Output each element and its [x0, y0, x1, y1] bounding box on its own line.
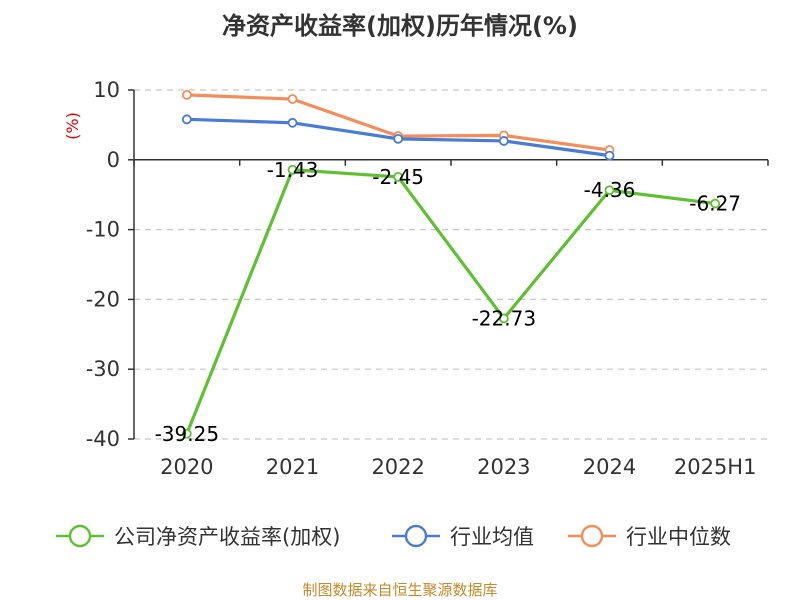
legend-marker — [580, 524, 604, 548]
data-label: -22.73 — [472, 306, 536, 330]
x-tick-label: 2021 — [266, 455, 319, 479]
source-note: 制图数据来自恒生聚源数据库 — [302, 581, 497, 599]
series-lines — [181, 89, 721, 439]
data-point — [710, 198, 721, 209]
data-point — [604, 185, 615, 196]
data-point — [393, 133, 404, 144]
data-label: -6.27 — [689, 192, 741, 216]
data-point — [287, 94, 298, 104]
x-tick-label: 2025H1 — [674, 455, 757, 479]
data-label: -1.43 — [267, 158, 319, 182]
x-tick-label: 2024 — [583, 455, 636, 479]
gridlines — [134, 89, 768, 440]
data-point — [181, 428, 192, 439]
x-tick-label: 2023 — [477, 455, 530, 479]
legend-label: 行业中位数 — [626, 525, 731, 549]
data-point — [498, 313, 509, 324]
data-point — [287, 164, 298, 175]
legend-marker — [404, 524, 428, 548]
data-label: -4.36 — [584, 178, 636, 202]
data-point — [181, 89, 192, 100]
data-point — [604, 150, 615, 161]
y-tick-label: 0 — [107, 148, 120, 172]
legend-label: 行业均值 — [450, 525, 534, 549]
data-point — [181, 114, 192, 125]
legend-label: 公司净资产收益率(加权) — [114, 525, 340, 549]
x-tick-label: 2022 — [371, 455, 424, 479]
data-labels: -39.25 -1.43 -2.45 -22.73 -4.36 -6.27 — [155, 158, 741, 446]
x-tick-label: 2020 — [160, 455, 213, 479]
series-line — [185, 168, 716, 435]
chart-title: 净资产收益率(加权)历年情况(%) — [222, 12, 578, 40]
y-axis-unit: (%) — [63, 112, 82, 140]
data-point — [498, 136, 509, 146]
x-tick-labels: 2020 2021 2022 2023 2024 2025H1 — [160, 455, 756, 479]
legend: 公司净资产收益率(加权) 行业均值 行业中位数 — [56, 524, 731, 549]
y-tick-label: -10 — [86, 218, 120, 242]
legend-marker — [68, 524, 92, 548]
data-label: -2.45 — [372, 165, 424, 189]
data-label: -39.25 — [155, 422, 219, 446]
y-tick-labels: 10 0 -10 -20 -30 -40 — [86, 78, 120, 451]
y-tick-label: -40 — [86, 427, 120, 451]
data-point — [287, 117, 298, 128]
y-tick-label: 10 — [93, 78, 120, 102]
axes — [128, 89, 769, 440]
data-point — [393, 172, 404, 182]
y-tick-label: -20 — [86, 287, 120, 311]
y-tick-label: -30 — [86, 357, 120, 381]
